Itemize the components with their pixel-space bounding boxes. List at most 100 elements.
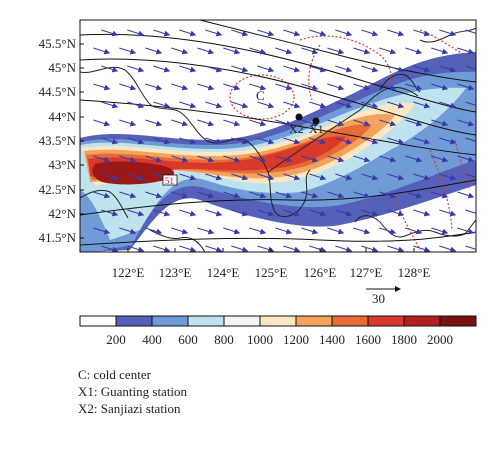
wind-arrow [405,83,423,91]
wind-arrow [127,137,145,145]
wind-arrow [93,83,111,91]
wind-arrow [379,119,397,127]
wind-arrow [101,209,119,217]
longitude-label: 122°E [112,265,145,280]
wind-arrow [249,155,267,163]
wind-arrow [361,173,379,181]
wind-arrow [465,173,476,181]
wind-arrow [145,227,163,235]
wind-arrow [361,209,379,217]
wind-arrow [379,227,397,235]
wind-arrow [335,137,353,145]
wind-arrow [179,209,197,217]
wind-arrow [335,209,353,217]
colorbar-tick-label: 1800 [391,332,417,347]
wind-arrow [457,47,475,55]
wind-arrow [197,155,215,163]
longitude-label: 123°E [159,265,192,280]
wind-arrow [439,209,457,217]
wind-arrow [257,65,275,73]
marked-box [162,174,178,186]
colorbar-segment [80,316,117,326]
wind-arrow [413,245,431,252]
legend-item-cold-center: C: cold center [78,367,151,382]
colorbar-segment [368,316,405,326]
wind-arrow [257,137,275,145]
legend-item-guanting: X1: Guanting station [78,384,188,399]
wind-arrow [327,47,345,55]
wind-arrow [153,209,171,217]
wind-arrow [431,47,449,55]
wind-arrow [387,245,405,252]
wind-arrow [387,101,405,109]
wind-arrow [353,155,371,163]
wind-arrow [93,47,111,55]
legend-item-sanjiazi: X2: Sanjiazi station [78,401,181,416]
wind-arrow [465,29,476,37]
wind-arrow [171,47,189,55]
wind-arrow [327,191,345,199]
colorbar-tick-label: 1400 [319,332,345,347]
wind-arrow [179,29,197,37]
station-x1-dot [312,117,320,125]
wind-arrow [179,173,197,181]
wind-arrow [127,173,145,181]
wind-arrow [405,155,423,163]
wind-arrow [231,209,249,217]
map-frame [79,19,477,253]
latitude-labels: 45.5°N 45°N 44.5°N 44°N 43.5°N 43°N 42.5°N 42°N… [39,36,84,245]
wind-arrow [405,191,423,199]
colorbar-segment [188,316,225,326]
wind-arrow [93,119,111,127]
wind-arrow [283,101,301,109]
wind-arrow [93,155,111,163]
wind-arrow [119,155,137,163]
wind-arrow [283,137,301,145]
wind-arrow [327,119,345,127]
wind-arrow [93,227,111,235]
wind-arrow [205,29,223,37]
wind-arrow [387,137,405,145]
wind-arrow [431,155,449,163]
wind-arrow [439,245,457,252]
wind-arrow [431,119,449,127]
wind-arrow [249,119,267,127]
latitude-label: 42.5°N [39,182,77,197]
wind-arrow [127,101,145,109]
latitude-label: 43.5°N [39,133,77,148]
colorbar-segment [296,316,333,326]
longitude-label: 125°E [255,265,288,280]
wind-arrow [335,29,353,37]
wind-arrow [353,191,371,199]
wind-arrow [335,245,353,252]
wind-arrow [283,29,301,37]
wind-arrow [465,245,476,252]
colorbar-segment [332,316,369,326]
wind-arrow [439,101,457,109]
colorbar-tick-label: 800 [214,332,234,347]
wind-arrow [145,83,163,91]
wind-arrow [353,119,371,127]
wind-arrow [431,191,449,199]
wind-arrow [283,209,301,217]
wind-arrow [457,83,475,91]
wind-arrow [439,173,457,181]
wind-arrow [249,83,267,91]
wind-arrow [405,119,423,127]
wind-arrow [283,173,301,181]
wind-arrow [275,119,293,127]
wind-arrow [223,155,241,163]
wind-arrow [119,191,137,199]
wind-arrow [275,191,293,199]
colorbar-frame [79,315,477,327]
isotherm-lines [80,20,476,246]
wind-arrow [327,227,345,235]
wind-arrow [153,245,171,252]
wind-arrow [457,155,475,163]
wind-arrow [197,191,215,199]
colorbar-tick-label: 1200 [283,332,309,347]
wind-arrow [309,29,327,37]
longitude-labels: 122°E 123°E 124°E 125°E 126°E 127°E 128°E [112,248,430,280]
wind-arrow [387,209,405,217]
